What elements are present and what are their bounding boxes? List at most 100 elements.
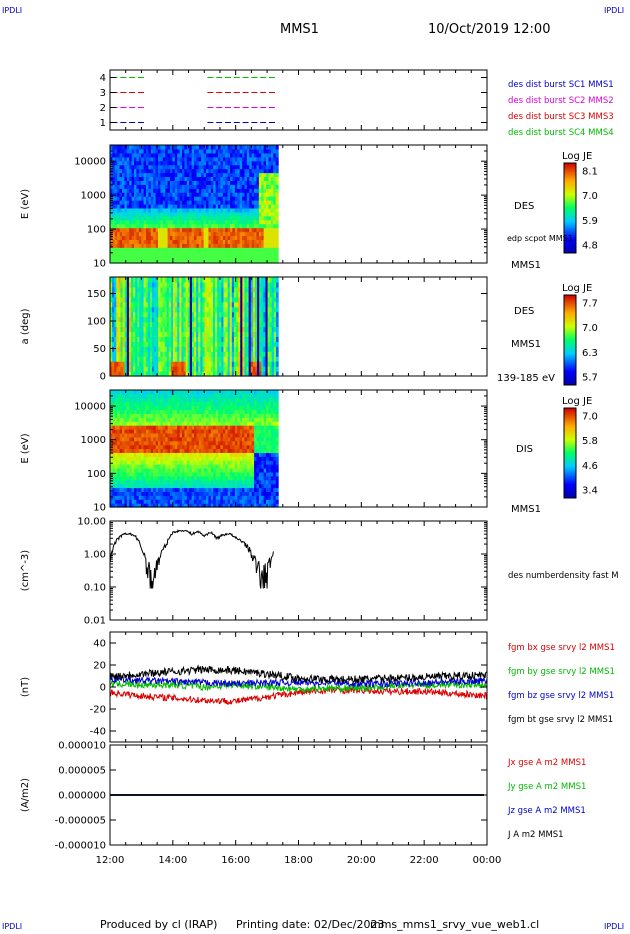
des-pitch-cell xyxy=(238,296,241,303)
des-pitch-cell xyxy=(133,361,136,367)
des-pitch-cell xyxy=(212,326,216,333)
des-pitch-cell xyxy=(118,316,122,323)
des-energy-cell xyxy=(189,168,193,174)
des-pitch-cell xyxy=(259,296,262,303)
des-energy-cell xyxy=(261,152,265,158)
des-energy-cell xyxy=(242,148,246,154)
des-pitch-cell xyxy=(131,277,134,283)
des-pitch-cell xyxy=(236,341,239,347)
dis-energy-cell xyxy=(170,425,174,430)
des-energy-cell xyxy=(254,255,258,260)
des-energy-cell xyxy=(234,200,238,205)
dis-energy-cell xyxy=(126,401,130,407)
dis-energy-cell xyxy=(143,397,147,403)
des-energy-cell xyxy=(122,243,126,248)
des-energy-cell xyxy=(112,152,116,158)
dis-energy-cell xyxy=(119,409,123,414)
des-pitch-cell xyxy=(135,336,138,342)
des-pitch-cell xyxy=(110,311,113,318)
des-pitch-cell xyxy=(181,371,185,377)
des-energy-cell xyxy=(196,235,200,240)
dis-energy-cell xyxy=(141,483,145,489)
dis-energy-cell xyxy=(148,397,152,403)
dis-energy-cell xyxy=(131,499,135,504)
dis-energy-cell xyxy=(153,436,157,442)
des-pitch-cell xyxy=(198,316,201,323)
dis-energy-cell xyxy=(167,390,171,395)
dis-energy-cell xyxy=(153,417,157,422)
des-pitch-cell xyxy=(128,321,132,328)
dis-energy-cell xyxy=(114,425,118,430)
des-energy-cell xyxy=(242,168,246,174)
des-pitch-cell xyxy=(219,321,222,328)
dis-energy-cell xyxy=(138,479,142,485)
des-pitch-cell xyxy=(223,296,227,303)
des-pitch-cell xyxy=(202,291,206,298)
des-pitch-cell xyxy=(221,351,225,357)
dis-energy-cell xyxy=(129,475,133,481)
des-pitch-cell xyxy=(181,301,185,308)
dis-energy-cell xyxy=(146,452,150,457)
des-pitch-cell xyxy=(110,346,113,352)
des-energy-cell xyxy=(186,160,190,166)
des-pitch-cell xyxy=(215,277,218,283)
des-energy-cell xyxy=(165,243,169,248)
des-energy-cell xyxy=(234,164,238,170)
des-energy-cell xyxy=(201,196,205,201)
des-energy-cell xyxy=(189,235,193,240)
des-pitch-cell xyxy=(154,296,157,303)
dis-energy-cell xyxy=(124,393,128,399)
des-pitch-cell xyxy=(202,341,206,347)
des-energy-cell xyxy=(251,227,255,233)
des-pitch-cell xyxy=(273,331,277,337)
des-energy-cell xyxy=(232,196,236,201)
des-pitch-cell xyxy=(139,321,143,328)
des-energy-cell xyxy=(208,184,212,189)
des-pitch-cell xyxy=(158,281,162,288)
des-energy-cell xyxy=(189,188,193,193)
des-energy-cell xyxy=(112,188,116,193)
des-energy-cell xyxy=(266,243,270,248)
des-energy-cell xyxy=(184,259,188,264)
des-pitch-cell xyxy=(154,321,157,328)
des-energy-cell xyxy=(213,215,217,221)
des-energy-cell xyxy=(258,148,262,154)
des-pitch-cell xyxy=(204,321,208,328)
des-pitch-cell xyxy=(143,301,147,308)
dis-energy-cell xyxy=(129,491,133,496)
dis-energy-cell xyxy=(153,425,157,430)
des-pitch-cell xyxy=(275,346,279,352)
des-energy-cell xyxy=(131,255,135,260)
des-pitch-cell xyxy=(250,286,254,293)
des-energy-cell xyxy=(203,219,207,225)
des-pitch-cell xyxy=(267,321,271,328)
des-energy-cell xyxy=(167,156,171,162)
des-energy-cell xyxy=(232,148,236,154)
des-energy-cell xyxy=(167,184,171,189)
des-energy-cell xyxy=(222,176,226,181)
des-pitch-cell xyxy=(263,311,267,318)
des-pitch-cell xyxy=(112,356,115,362)
des-energy-cell xyxy=(203,192,207,197)
des-pitch-cell xyxy=(261,361,264,367)
des-pitch-cell xyxy=(257,306,260,313)
des-energy-cell xyxy=(222,156,226,162)
des-energy-cell xyxy=(150,200,154,205)
des-pitch-cell xyxy=(202,316,206,323)
des-energy-cell xyxy=(136,200,140,205)
dis-energy-cell xyxy=(143,413,147,418)
des-pitch-cell xyxy=(175,371,178,377)
des-energy-cell xyxy=(189,239,193,244)
dis-energy-cell xyxy=(153,432,157,438)
des-energy-cell xyxy=(114,164,118,170)
des-pitch-cell xyxy=(131,331,134,337)
des-energy-cell xyxy=(148,164,152,170)
des-pitch-cell xyxy=(133,341,136,347)
des-energy-cell xyxy=(210,227,214,233)
des-energy-cell xyxy=(131,164,135,170)
des-energy-cell xyxy=(220,188,224,193)
des-energy-cell xyxy=(189,196,193,201)
des-energy-cell xyxy=(146,231,150,237)
des-energy-cell xyxy=(122,156,126,162)
des-pitch-cell xyxy=(225,326,229,333)
